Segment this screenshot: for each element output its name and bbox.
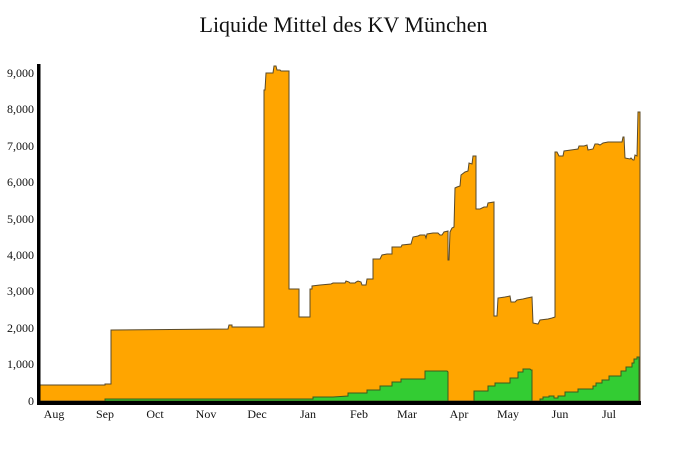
y-tick-0: 0 xyxy=(28,394,34,408)
green-area-series-segment-1 xyxy=(104,370,449,402)
x-tick-apr: Apr xyxy=(450,407,469,421)
x-tick-aug: Aug xyxy=(44,407,65,421)
y-tick-2000: 2,000 xyxy=(7,321,34,335)
green-area-series-segment-2 xyxy=(473,368,533,402)
y-tick-7000: 7,000 xyxy=(7,139,34,153)
x-axis-ticks: Aug Sep Oct Nov Dec Jan Feb Mar Apr May … xyxy=(44,407,617,421)
y-tick-1000: 1,000 xyxy=(7,357,34,371)
x-axis-line xyxy=(37,401,641,405)
orange-area-series xyxy=(39,65,641,402)
y-tick-4000: 4,000 xyxy=(7,248,34,262)
x-tick-jun: Jun xyxy=(552,407,569,421)
green-area-series-segment-3 xyxy=(539,356,640,402)
chart-title: Liquide Mittel des KV München xyxy=(199,12,488,37)
x-tick-nov: Nov xyxy=(196,407,217,421)
x-tick-oct: Oct xyxy=(146,407,164,421)
x-tick-mar: Mar xyxy=(397,407,417,421)
x-tick-dec: Dec xyxy=(247,407,266,421)
y-tick-6000: 6,000 xyxy=(7,175,34,189)
x-tick-may: May xyxy=(497,407,519,421)
x-tick-jul: Jul xyxy=(602,407,617,421)
x-tick-jan: Jan xyxy=(300,407,316,421)
y-tick-9000: 9,000 xyxy=(7,66,34,80)
x-tick-sep: Sep xyxy=(96,407,114,421)
x-tick-feb: Feb xyxy=(350,407,368,421)
y-axis-line xyxy=(37,64,41,404)
y-axis-ticks: 0 1,000 2,000 3,000 4,000 5,000 6,000 7,… xyxy=(7,66,34,408)
y-tick-8000: 8,000 xyxy=(7,102,34,116)
y-tick-3000: 3,000 xyxy=(7,284,34,298)
y-tick-5000: 5,000 xyxy=(7,212,34,226)
